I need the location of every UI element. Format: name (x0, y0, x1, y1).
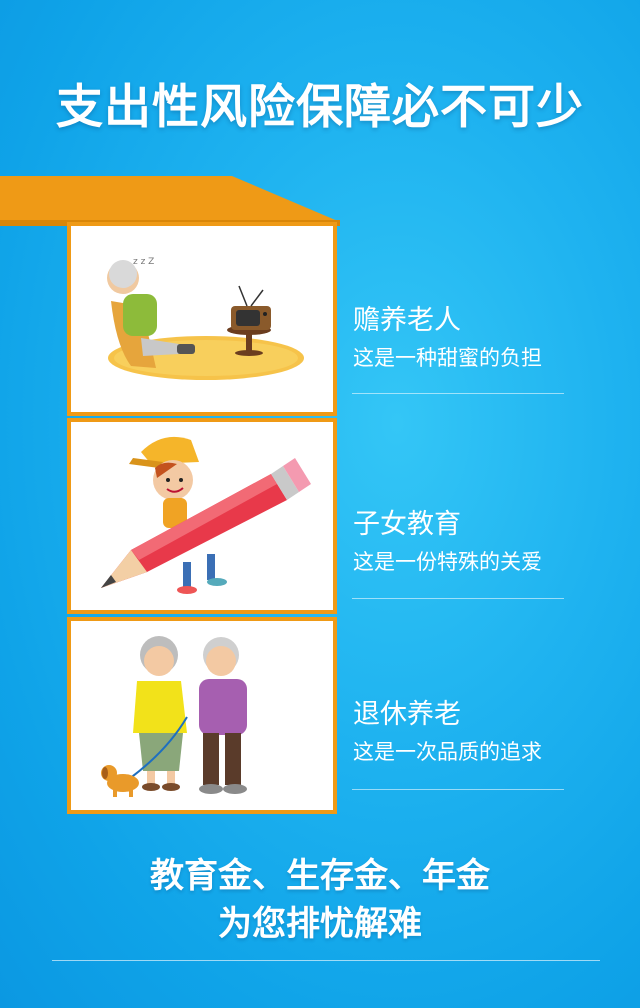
item-subtitle-child-education: 这是一份特殊的关爱 (353, 550, 542, 574)
card-child-education (67, 418, 337, 614)
bottom-divider (52, 960, 600, 961)
svg-text:z z Z: z z Z (133, 257, 154, 267)
item-title-child-education: 子女教育 (353, 509, 461, 540)
item-subtitle-retirement: 这是一次品质的追求 (353, 740, 542, 764)
footer-line-1: 教育金、生存金、年金 (150, 856, 490, 896)
divider (352, 393, 564, 394)
orange-ribbon (0, 176, 340, 226)
item-title-retirement: 退休养老 (353, 699, 461, 730)
page-title: 支出性风险保障必不可少 (56, 80, 584, 135)
card-elderly-care: z z Z (67, 222, 337, 416)
elderly-man-with-tv-illustration: z z Z (107, 257, 304, 380)
footer-line-2: 为您排忧解难 (218, 904, 422, 944)
divider (352, 598, 564, 599)
item-title-elderly-care: 赡养老人 (353, 305, 461, 336)
child-with-pencil-illustration (101, 436, 311, 594)
card-retirement (67, 617, 337, 814)
divider (352, 789, 564, 790)
elderly-couple-with-dog-illustration (101, 636, 247, 797)
item-subtitle-elderly-care: 这是一种甜蜜的负担 (353, 346, 542, 370)
